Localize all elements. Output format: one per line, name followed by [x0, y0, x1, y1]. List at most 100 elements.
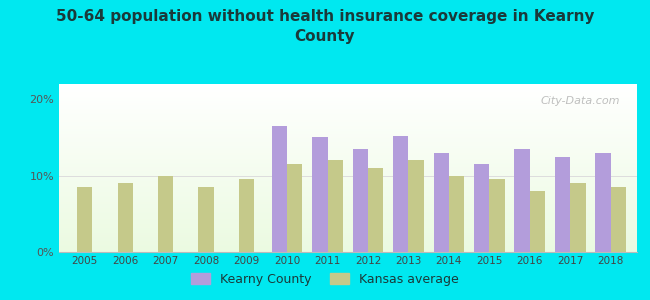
Bar [58, 191, 637, 192]
Bar [77, 187, 92, 252]
Bar [58, 251, 637, 252]
Bar [58, 246, 637, 247]
Bar [58, 199, 637, 200]
Bar [58, 121, 637, 122]
Bar [58, 236, 637, 237]
Bar [58, 232, 637, 233]
Bar [58, 185, 637, 186]
Bar [58, 182, 637, 183]
Bar [58, 133, 637, 134]
Bar [58, 170, 637, 171]
Bar [555, 157, 570, 252]
Bar [58, 202, 637, 203]
Bar [58, 229, 637, 230]
Bar [58, 150, 637, 151]
Bar [58, 223, 637, 224]
Bar [58, 96, 637, 97]
Bar [58, 116, 637, 117]
Bar [58, 233, 637, 234]
Bar [58, 245, 637, 246]
Bar [368, 168, 384, 252]
Bar [58, 148, 637, 149]
Bar [58, 203, 637, 204]
Bar [58, 241, 637, 242]
Bar [449, 176, 464, 252]
Bar [58, 105, 637, 106]
Bar [58, 202, 637, 203]
Bar [58, 114, 637, 115]
Bar [58, 201, 637, 202]
Bar [58, 212, 637, 213]
Bar [58, 122, 637, 123]
Bar [58, 95, 637, 96]
Bar [58, 181, 637, 182]
Bar [58, 86, 637, 87]
Bar [58, 159, 637, 160]
Bar [58, 93, 637, 94]
Bar [58, 213, 637, 214]
Bar [287, 164, 302, 252]
Bar [58, 176, 637, 177]
Bar [58, 110, 637, 111]
Bar [58, 230, 637, 231]
Bar [58, 138, 637, 139]
Bar [58, 157, 637, 158]
Bar [58, 206, 637, 207]
Bar [58, 214, 637, 215]
Bar [328, 160, 343, 252]
Bar [58, 244, 637, 245]
Bar [58, 250, 637, 251]
Bar [58, 174, 637, 175]
Bar [58, 163, 637, 164]
Bar [58, 209, 637, 210]
Bar [58, 167, 637, 168]
Bar [58, 162, 637, 163]
Bar [58, 239, 637, 240]
Bar [58, 218, 637, 219]
Bar [58, 87, 637, 88]
Bar [58, 219, 637, 220]
Bar [58, 165, 637, 166]
Bar [118, 183, 133, 252]
Bar [58, 186, 637, 187]
Bar [58, 135, 637, 136]
Bar [611, 187, 626, 252]
Text: 50-64 population without health insurance coverage in Kearny
County: 50-64 population without health insuranc… [56, 9, 594, 44]
Bar [408, 160, 424, 252]
Bar [58, 149, 637, 150]
Bar [58, 166, 637, 167]
Bar [393, 136, 408, 252]
Bar [58, 190, 637, 191]
Bar [58, 127, 637, 128]
Bar [58, 90, 637, 91]
Bar [58, 193, 637, 194]
Bar [58, 221, 637, 222]
Bar [58, 139, 637, 140]
Bar [58, 172, 637, 173]
Bar [58, 238, 637, 239]
Bar [58, 224, 637, 225]
Bar [58, 243, 637, 244]
Bar [58, 117, 637, 118]
Bar [58, 225, 637, 226]
Bar [58, 154, 637, 155]
Bar [58, 109, 637, 110]
Bar [58, 147, 637, 148]
Bar [58, 124, 637, 125]
Legend: Kearny County, Kansas average: Kearny County, Kansas average [187, 268, 463, 291]
Bar [58, 134, 637, 135]
Bar [58, 85, 637, 86]
Bar [58, 184, 637, 185]
Bar [58, 107, 637, 108]
Bar [58, 169, 637, 170]
Bar [58, 141, 637, 142]
Bar [58, 208, 637, 209]
Bar [58, 161, 637, 162]
Bar [58, 189, 637, 190]
Bar [58, 94, 637, 95]
Bar [58, 123, 637, 124]
Bar [58, 180, 637, 181]
Bar [58, 178, 637, 179]
Bar [58, 106, 637, 107]
Bar [58, 188, 637, 189]
